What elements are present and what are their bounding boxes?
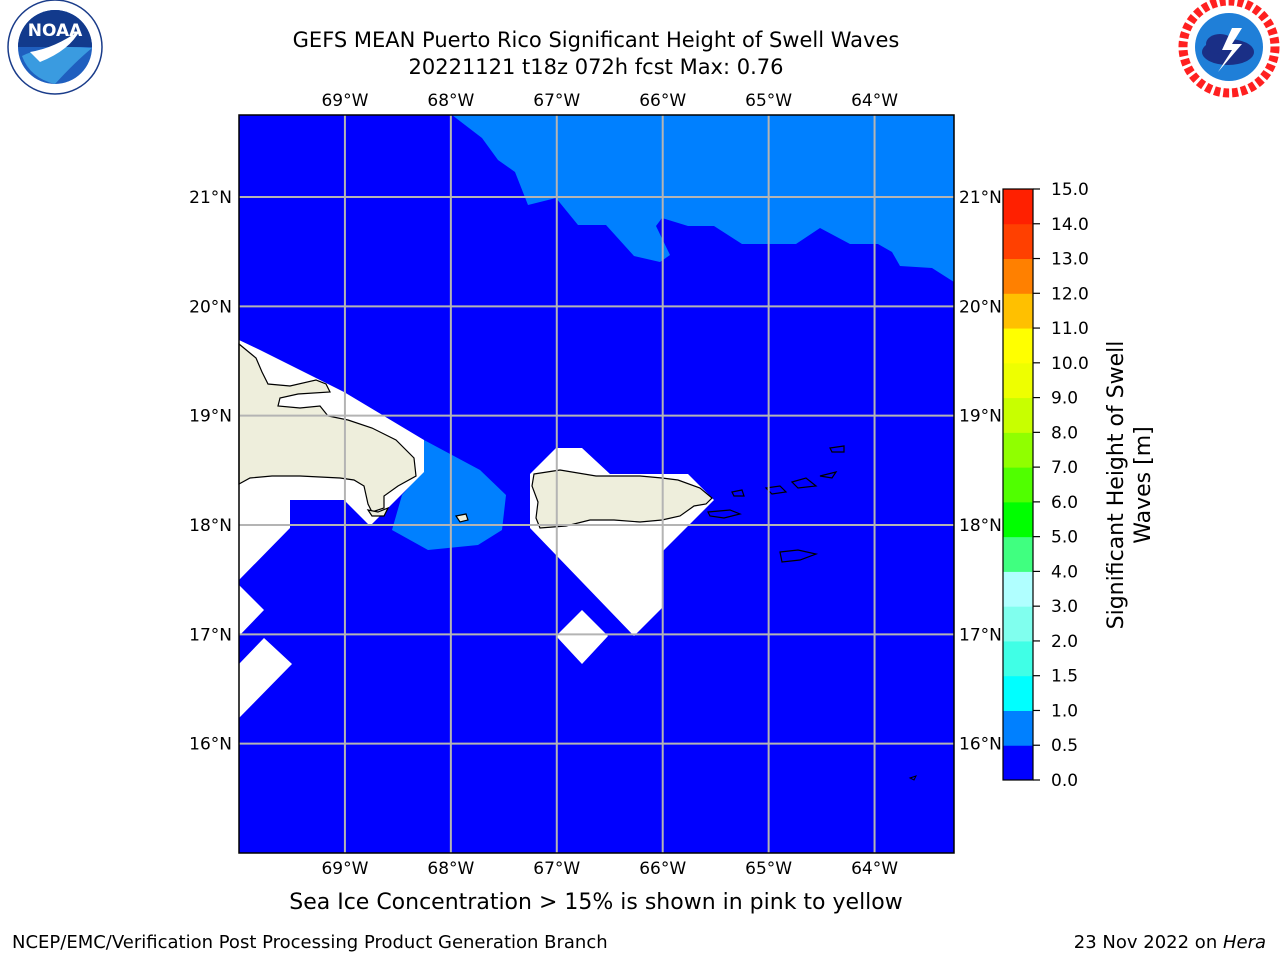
footer-host: Hera — [1222, 932, 1266, 953]
lon-tick-label-bottom: 68°W — [427, 859, 474, 879]
lat-tick-label-right: 17°N — [959, 625, 1002, 645]
lon-tick-label-bottom: 65°W — [745, 859, 792, 879]
colorbar-tick-label: 5.0 — [1051, 528, 1078, 548]
lat-tick-label-right: 20°N — [959, 297, 1002, 317]
lon-tick-label-bottom: 67°W — [533, 859, 580, 879]
colorbar-swatch — [1003, 571, 1033, 607]
colorbar-swatch — [1003, 293, 1033, 329]
lat-tick-label-left: 16°N — [189, 735, 232, 755]
lon-tick-label-top: 66°W — [639, 91, 686, 111]
colorbar-swatch — [1003, 328, 1033, 364]
colorbar-swatch — [1003, 501, 1033, 538]
lat-tick-label-right: 16°N — [959, 735, 1002, 755]
nws-logo — [1178, 0, 1280, 98]
colorbar-swatch — [1003, 432, 1033, 468]
land-hispaniola — [238, 342, 417, 513]
lat-tick-label-left: 19°N — [189, 407, 232, 427]
colorbar-swatch — [1003, 397, 1033, 433]
colorbar-swatch — [1003, 223, 1033, 260]
colorbar-tick-label: 0.0 — [1051, 771, 1078, 791]
land-mona — [455, 513, 469, 523]
map-frame — [238, 114, 955, 854]
lon-tick-label-top: 65°W — [745, 91, 792, 111]
land-saona — [366, 506, 390, 517]
lon-tick-label-top: 67°W — [533, 91, 580, 111]
colorbar-swatch — [1003, 258, 1033, 294]
colorbar-tick-label: 1.5 — [1051, 667, 1078, 687]
colorbar-tick-label: 4.0 — [1051, 562, 1078, 582]
lon-tick-label-bottom: 66°W — [639, 859, 686, 879]
lon-tick-label-top: 69°W — [321, 91, 368, 111]
land-tortola — [790, 477, 818, 489]
colorbar: 0.0 0.5 1.0 1.5 2.0 3.0 4.0 5.0 6.0 7.0 8.0 9.0 10.0… — [1002, 180, 1156, 791]
lat-tick-label-right: 19°N — [959, 407, 1002, 427]
colorbar-label-line2: Waves [m] — [1131, 426, 1156, 543]
no-data-2 — [239, 638, 292, 718]
colorbar-tick-label: 14.0 — [1051, 215, 1089, 235]
colorbar-swatch — [1003, 467, 1033, 503]
colorbar-tick-label: 11.0 — [1051, 319, 1089, 339]
colorbar-swatch — [1003, 745, 1033, 781]
colorbar-tick-label: 0.5 — [1051, 736, 1078, 756]
chart-title: GEFS MEAN Puerto Rico Significant Height… — [292, 28, 900, 52]
land-st-croix — [779, 549, 819, 563]
land-anegada — [829, 445, 845, 453]
colorbar-tick-label: 10.0 — [1051, 354, 1089, 374]
land-islet — [908, 775, 917, 781]
lat-tick-label-left: 18°N — [189, 516, 232, 536]
lat-tick-label-left: 17°N — [189, 625, 232, 645]
land-culebra — [731, 489, 745, 497]
lat-tick-label-left: 21°N — [189, 188, 232, 208]
lat-tick-label-right: 21°N — [959, 188, 1002, 208]
footer-date: 23 Nov 2022 on Hera — [1074, 932, 1266, 953]
noaa-logo-text: NOAA — [28, 21, 83, 41]
colorbar-tick-label: 6.0 — [1051, 493, 1078, 513]
gridlines — [239, 115, 954, 853]
colorbar-label-line1: Significant Height of Swell — [1104, 341, 1129, 630]
land-virgin-gorda — [819, 471, 838, 479]
colorbar-swatch — [1003, 710, 1033, 746]
colorbar-tick-label: 1.0 — [1051, 701, 1078, 721]
colorbar-swatch — [1003, 675, 1033, 711]
lat-tick-label-left: 20°N — [189, 297, 232, 317]
colorbar-tick-label: 8.0 — [1051, 423, 1078, 443]
land-st-thomas — [764, 485, 788, 495]
colorbar-tick-label: 13.0 — [1051, 250, 1089, 270]
lon-tick-label-bottom: 64°W — [851, 859, 898, 879]
chart-subtitle: 20221121 t18z 072h fcst Max: 0.76 — [408, 55, 784, 79]
tick-labels: 69°W 69°W 68°W 68°W 67°W 67°W 66°W 66°W 65°W 65°W… — [189, 91, 1002, 879]
colorbar-swatch — [1003, 606, 1033, 642]
colorbar-tick-label: 12.0 — [1051, 284, 1089, 304]
lon-tick-label-top: 64°W — [851, 91, 898, 111]
colorbar-swatch — [1003, 362, 1033, 399]
footer-credit: NCEP/EMC/Verification Post Processing Pr… — [12, 932, 608, 953]
map-area: 69°W 69°W 68°W 68°W 67°W 67°W 66°W 66°W 65°W 65°W… — [189, 91, 1002, 879]
lon-tick-label-bottom: 69°W — [321, 859, 368, 879]
colorbar-frame — [1002, 188, 1034, 781]
no-data-3 — [556, 610, 608, 664]
lat-tick-label-right: 18°N — [959, 516, 1002, 536]
colorbar-tick-label: 15.0 — [1051, 180, 1089, 200]
colorbar-tick-label: 9.0 — [1051, 389, 1078, 409]
lon-tick-label-top: 68°W — [427, 91, 474, 111]
colorbar-tick-label: 3.0 — [1051, 597, 1078, 617]
land-vieques — [707, 509, 742, 519]
colorbar-tick-label: 2.0 — [1051, 632, 1078, 652]
no-data-1 — [239, 585, 264, 636]
noaa-logo: NOAA — [7, 0, 103, 95]
swell-region-0.5-1.0 — [452, 115, 954, 282]
sea-ice-note: Sea Ice Concentration > 15% is shown in … — [289, 890, 903, 915]
swell-region-mona — [392, 440, 506, 550]
land-puerto-rico — [531, 469, 713, 529]
footer-date-text: 23 Nov 2022 on — [1073, 932, 1223, 953]
colorbar-swatch — [1003, 640, 1033, 677]
colorbar-swatch — [1003, 189, 1033, 225]
colorbar-swatch — [1003, 536, 1033, 572]
colorbar-tick-label: 7.0 — [1051, 458, 1078, 478]
